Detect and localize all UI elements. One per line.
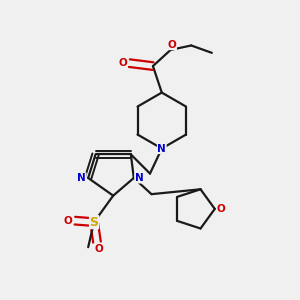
Text: O: O — [217, 204, 226, 214]
Text: O: O — [118, 58, 127, 68]
Text: S: S — [90, 216, 99, 229]
Text: N: N — [77, 173, 86, 183]
Text: O: O — [168, 40, 176, 50]
Text: O: O — [64, 216, 73, 226]
Text: O: O — [94, 244, 103, 254]
Text: N: N — [135, 173, 143, 183]
Text: N: N — [158, 143, 166, 154]
